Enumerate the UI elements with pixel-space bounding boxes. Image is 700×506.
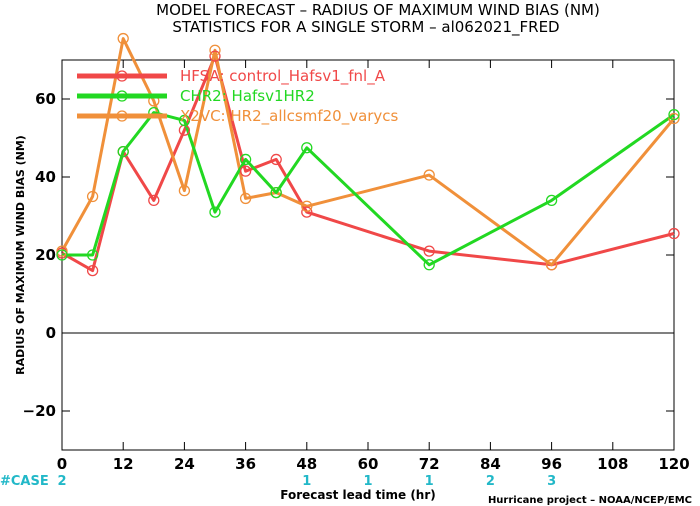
- case-count: 2: [486, 474, 495, 489]
- series-line-hfsa: [61, 54, 675, 273]
- data-point-hfsa: [86, 264, 99, 277]
- data-point-chr2: [117, 145, 129, 158]
- case-count: 1: [425, 474, 434, 489]
- y-tick-label: −20: [23, 402, 56, 420]
- data-point-chr2: [545, 194, 558, 207]
- case-counts: 2 1 1 1 2 3: [57, 474, 556, 489]
- y-axis-label: RADIUS OF MAXIMUM WIND BIAS (NM): [14, 135, 27, 375]
- x-tick-label: 60: [358, 455, 379, 473]
- legend-marker-hfsa: [116, 70, 128, 82]
- data-point-x2vc: [178, 184, 191, 197]
- data-point-chr2: [178, 114, 191, 127]
- series-group: [56, 32, 680, 277]
- y-tick-label: 40: [35, 168, 56, 186]
- data-point-chr2: [270, 186, 282, 199]
- data-point-x2vc: [86, 190, 99, 203]
- legend-label-hfsa: HFSA: control_Hafsv1_fnl_A: [180, 67, 386, 86]
- chart-subtitle: STATISTICS FOR A SINGLE STORM – al062021…: [172, 18, 559, 37]
- x-axis-label: Forecast lead time (hr): [280, 488, 436, 502]
- data-point-x2vc: [545, 259, 558, 271]
- data-point-hfsa: [239, 165, 252, 177]
- x-tick-label: 108: [597, 455, 628, 473]
- case-count: 2: [57, 474, 66, 489]
- case-label: #CASE: [0, 474, 49, 489]
- data-point-hfsa: [209, 50, 221, 62]
- data-point-x2vc: [301, 200, 313, 212]
- data-point-chr2: [668, 108, 680, 121]
- data-point-hfsa: [423, 245, 435, 257]
- series-line-x2vc: [60, 37, 676, 267]
- x-tick-label: 72: [419, 455, 440, 473]
- data-point-x2vc: [239, 192, 252, 205]
- x-ticks: 0 12 24 36 48 60 72 84 96 108 120: [57, 60, 690, 473]
- x-tick-label: 24: [174, 455, 195, 473]
- data-point-chr2: [86, 249, 99, 261]
- data-point-chr2: [301, 142, 313, 154]
- legend-marker-chr2: [116, 90, 128, 102]
- y-ticks: −20 0 20 40 60: [23, 90, 674, 420]
- data-point-x2vc: [56, 245, 68, 257]
- y-tick-label: 0: [46, 324, 56, 342]
- legend-marker-x2vc: [116, 110, 128, 122]
- y-tick-label: 60: [35, 90, 56, 108]
- x-tick-label: 120: [658, 455, 689, 473]
- x-tick-label: 12: [113, 455, 134, 473]
- case-count: 1: [302, 474, 311, 489]
- data-point-x2vc: [423, 169, 435, 181]
- x-tick-label: 0: [57, 455, 67, 473]
- chart-title: MODEL FORECAST – RADIUS OF MAXIMUM WIND …: [156, 1, 600, 19]
- data-point-hfsa: [668, 227, 680, 240]
- x-tick-label: 36: [235, 455, 256, 473]
- x-tick-label: 84: [480, 455, 501, 473]
- data-point-hfsa: [301, 206, 313, 218]
- x-tick-label: 96: [541, 455, 562, 473]
- data-point-chr2: [423, 259, 435, 271]
- legend-label-chr2: CHR2: Hafsv1HR2: [180, 87, 315, 105]
- series-line-chr2: [62, 111, 675, 267]
- case-count: 3: [547, 474, 556, 489]
- data-point-chr2: [239, 153, 252, 166]
- y-tick-label: 20: [35, 246, 56, 264]
- data-point-chr2: [209, 206, 221, 218]
- data-point-hfsa: [270, 153, 282, 166]
- data-point-x2vc: [209, 44, 221, 56]
- data-point-hfsa: [148, 194, 160, 207]
- data-point-chr2: [56, 249, 68, 261]
- data-point-x2vc: [668, 112, 680, 125]
- data-point-x2vc: [117, 32, 129, 45]
- credit-text: Hurricane project – NOAA/NCEP/EMC: [488, 495, 692, 506]
- x-tick-label: 48: [296, 455, 317, 473]
- case-count: 1: [363, 474, 372, 489]
- legend-label-x2vc: X2VC: HR2_allcsmf20_varycs: [180, 107, 399, 126]
